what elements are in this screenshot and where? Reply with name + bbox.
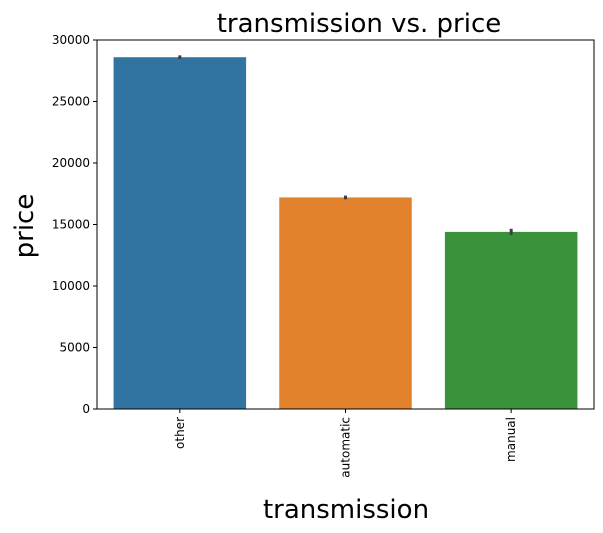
y-tick-label: 5000 — [59, 341, 90, 355]
bar-manual — [444, 231, 578, 409]
y-tick-label: 25000 — [52, 95, 90, 109]
plot-frame — [96, 39, 595, 410]
y-tick-label: 20000 — [52, 156, 90, 170]
x-axis: other automatic manual — [173, 409, 518, 478]
y-axis: 0 5000 10000 15000 20000 25000 30000 — [52, 33, 97, 416]
y-tick-label: 0 — [82, 402, 90, 416]
y-tick-label: 10000 — [52, 279, 90, 293]
bar-automatic — [279, 197, 412, 409]
plot-area — [113, 55, 578, 409]
chart-title: transmission vs. price — [217, 9, 502, 39]
y-axis-label: price — [10, 194, 40, 259]
y-tick-label: 15000 — [52, 218, 90, 232]
x-tick-label: automatic — [339, 417, 353, 478]
x-tick-label: other — [173, 417, 187, 449]
x-tick-label: manual — [504, 417, 518, 462]
bar-other — [113, 57, 247, 409]
x-axis-label: transmission — [263, 495, 429, 525]
y-tick-label: 30000 — [52, 33, 90, 47]
